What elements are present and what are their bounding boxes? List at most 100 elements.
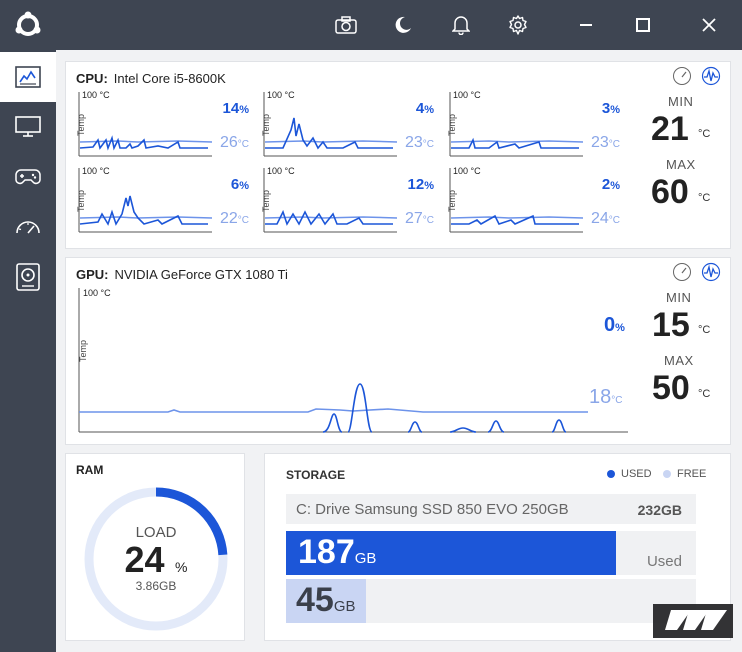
used-label: Used [646, 553, 682, 570]
cpu-max-unit: °C [698, 192, 711, 204]
sidebar-item-monitor[interactable] [0, 102, 56, 152]
core-load: 3% [601, 100, 620, 117]
hard-drive-icon [16, 263, 40, 291]
gpu-axis-top: 100 °C [83, 288, 111, 298]
legend-free: FREE [663, 468, 706, 480]
camera-icon[interactable] [331, 10, 361, 40]
sidebar-item-gaming[interactable] [0, 152, 56, 202]
gpu-temp: 18°C [589, 386, 623, 408]
storage-title: STORAGE [286, 468, 346, 482]
core-axis-side: Temp [261, 113, 272, 137]
ram-amount: 3.86GB [135, 579, 177, 593]
core-load-line [451, 137, 579, 149]
cpu-title: CPU: Intel Core i5-8600K [76, 71, 226, 86]
free-value: 45 [296, 581, 334, 619]
gauge-icon[interactable] [671, 261, 693, 283]
cpu-min-value: 21 [651, 110, 689, 148]
used-unit: GB [354, 550, 377, 567]
cpu-core-graph: 100 °C Temp 14% 26°C [76, 90, 253, 158]
gear-icon[interactable] [503, 10, 533, 40]
drive-name: C: Drive Samsung SSD 850 EVO 250GB [296, 501, 569, 518]
gpu-card: GPU: NVIDIA GeForce GTX 1080 Ti 100 °C Te… [65, 257, 731, 445]
close-button[interactable] [694, 10, 724, 40]
core-axis-top: 100 °C [453, 166, 481, 176]
core-axis-side: Temp [261, 189, 272, 213]
free-unit: GB [333, 598, 356, 615]
main-content: CPU: Intel Core i5-8600K 100 °C Temp 14% 26°… [56, 50, 742, 652]
core-axis-side: Temp [76, 189, 87, 213]
app-logo-icon [0, 0, 56, 50]
gpu-axis-side: Temp [78, 339, 89, 363]
core-load: 6% [230, 176, 249, 193]
sidebar-item-storage[interactable] [0, 252, 56, 302]
cpu-name: Intel Core i5-8600K [113, 71, 226, 86]
drive-total: 232GB [637, 502, 682, 518]
core-load-line [79, 135, 208, 151]
cpu-core-graph: 100 °C Temp 4% 23°C [261, 90, 438, 158]
used-bar-fill [286, 531, 616, 575]
gpu-graph: 100 °C Temp [78, 286, 630, 436]
gpu-min-unit: °C [698, 324, 711, 336]
core-temp-line [450, 140, 584, 143]
ram-card: RAM LOAD 24 % 3.86GB [65, 453, 245, 641]
gpu-load-line [322, 383, 567, 433]
core-load-line [451, 214, 579, 225]
core-temp: 26°C [219, 134, 249, 151]
minimize-button[interactable] [571, 10, 601, 40]
gpu-temp-line [79, 408, 588, 413]
free-bar-row: 45GB [286, 579, 696, 623]
activity-icon[interactable] [700, 65, 722, 87]
core-axis-top: 100 °C [267, 166, 295, 176]
cpu-core-graph: 100 °C Temp 3% 23°C [447, 90, 624, 158]
title-bar [0, 0, 742, 50]
activity-icon[interactable] [700, 261, 722, 283]
storage-card: STORAGE USED FREE C: Drive Samsung SSD 8… [264, 453, 731, 641]
ram-usage-arc [155, 487, 228, 556]
sidebar-item-dashboard[interactable] [0, 52, 56, 102]
speedometer-icon [16, 221, 40, 234]
used-bar-row: 187GB Used [286, 531, 696, 575]
used-dot-icon [607, 470, 615, 478]
core-temp: 27°C [404, 210, 434, 227]
core-load: 12% [407, 176, 434, 193]
bell-icon[interactable] [446, 10, 476, 40]
core-axis-top: 100 °C [82, 166, 110, 176]
core-axis-top: 100 °C [82, 90, 110, 100]
core-load-line [79, 195, 208, 226]
core-temp: 23°C [404, 134, 434, 151]
ram-title: RAM [76, 463, 104, 477]
sidebar-item-performance[interactable] [0, 202, 56, 252]
sidebar [0, 50, 56, 652]
core-temp: 24°C [590, 210, 620, 227]
core-axis-top: 100 °C [453, 90, 481, 100]
core-axis-top: 100 °C [267, 90, 295, 100]
cpu-core-graph: 100 °C Temp 12% 27°C [261, 166, 438, 234]
core-axis-side: Temp [76, 113, 87, 137]
cpu-max-value: 60 [651, 173, 689, 211]
gpu-max-unit: °C [698, 388, 711, 400]
legend-used: USED [607, 468, 652, 480]
core-load: 4% [415, 100, 434, 117]
gauge-icon[interactable] [671, 65, 693, 87]
gpu-max-label: MAX [664, 353, 694, 368]
ram-load-value: 24 [124, 539, 165, 580]
core-load: 14% [222, 100, 249, 117]
drive-row[interactable]: C: Drive Samsung SSD 850 EVO 250GB 232GB [286, 494, 696, 524]
free-bar-fill [286, 579, 366, 623]
used-value: 187 [298, 533, 355, 571]
cpu-min-label: MIN [668, 94, 694, 109]
core-axis-side: Temp [447, 189, 458, 213]
gpu-min-value: 15 [652, 306, 690, 344]
maximize-button[interactable] [628, 10, 658, 40]
cpu-max-label: MAX [666, 157, 696, 172]
core-load-line [265, 209, 393, 226]
gpu-min-label: MIN [666, 290, 692, 305]
core-temp-line [264, 140, 398, 143]
moon-icon[interactable] [388, 10, 418, 40]
core-temp: 22°C [219, 210, 249, 227]
ram-load-label: LOAD [135, 524, 177, 541]
free-dot-icon [663, 470, 671, 478]
core-temp-line [79, 140, 213, 143]
core-load: 2% [601, 176, 620, 193]
dashboard-icon [15, 66, 41, 88]
